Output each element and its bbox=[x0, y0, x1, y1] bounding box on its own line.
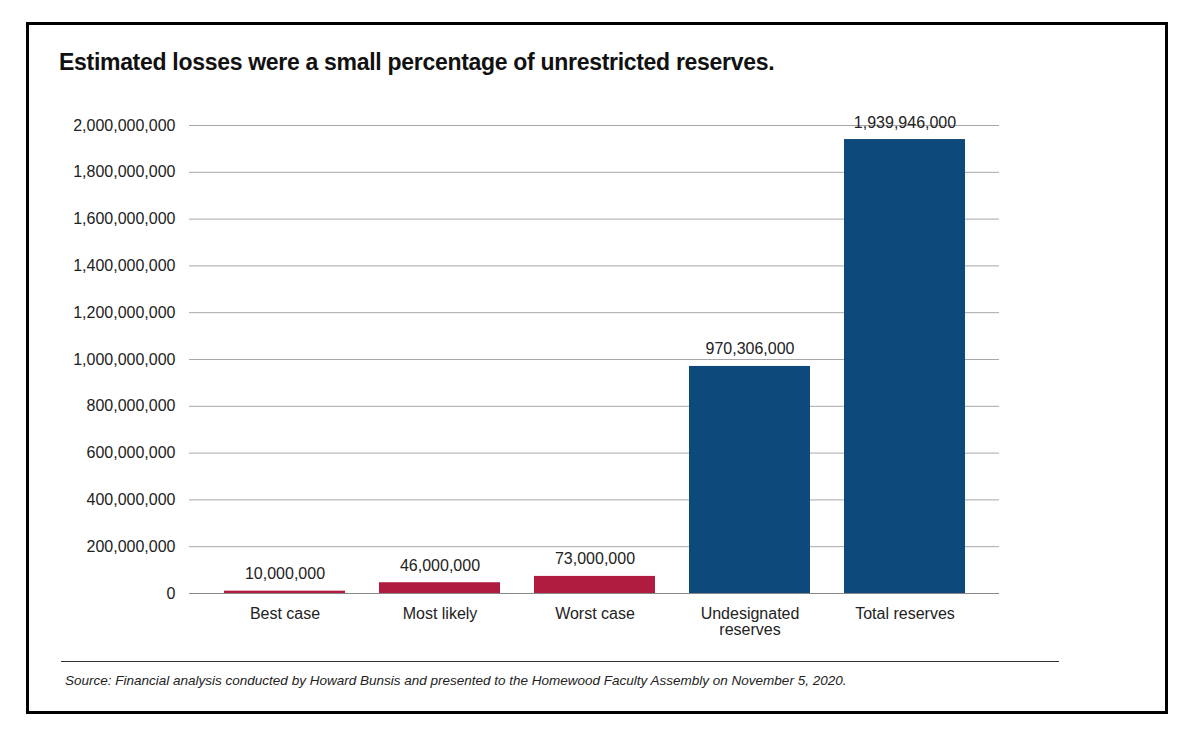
svg-text:0: 0 bbox=[167, 585, 176, 602]
svg-text:Undesignatedreserves: Undesignatedreserves bbox=[701, 605, 800, 638]
svg-text:10,000,000: 10,000,000 bbox=[245, 565, 325, 582]
svg-text:1,600,000,000: 1,600,000,000 bbox=[73, 210, 175, 227]
svg-text:1,800,000,000: 1,800,000,000 bbox=[73, 163, 175, 180]
svg-text:2,000,000,000: 2,000,000,000 bbox=[73, 117, 175, 134]
svg-text:Best case: Best case bbox=[250, 605, 320, 622]
svg-text:1,200,000,000: 1,200,000,000 bbox=[73, 304, 175, 321]
svg-text:200,000,000: 200,000,000 bbox=[87, 538, 176, 555]
svg-text:46,000,000: 46,000,000 bbox=[400, 557, 480, 574]
svg-text:1,939,946,000: 1,939,946,000 bbox=[854, 114, 956, 131]
svg-text:Worst case: Worst case bbox=[555, 605, 635, 622]
svg-text:1,400,000,000: 1,400,000,000 bbox=[73, 257, 175, 274]
svg-text:1,000,000,000: 1,000,000,000 bbox=[73, 351, 175, 368]
svg-text:800,000,000: 800,000,000 bbox=[87, 397, 176, 414]
svg-text:400,000,000: 400,000,000 bbox=[87, 491, 176, 508]
svg-text:73,000,000: 73,000,000 bbox=[555, 550, 635, 567]
html-text:Estimated losses were a small: Estimated losses were a small percentage… bbox=[59, 49, 775, 75]
html-text:Source: Financial analysis con: Source: Financial analysis conducted by … bbox=[65, 673, 847, 688]
svg-text:Most likely: Most likely bbox=[403, 605, 478, 622]
svg-text:Total reserves: Total reserves bbox=[855, 605, 955, 622]
svg-text:970,306,000: 970,306,000 bbox=[706, 340, 795, 357]
svg-text:600,000,000: 600,000,000 bbox=[87, 444, 176, 461]
